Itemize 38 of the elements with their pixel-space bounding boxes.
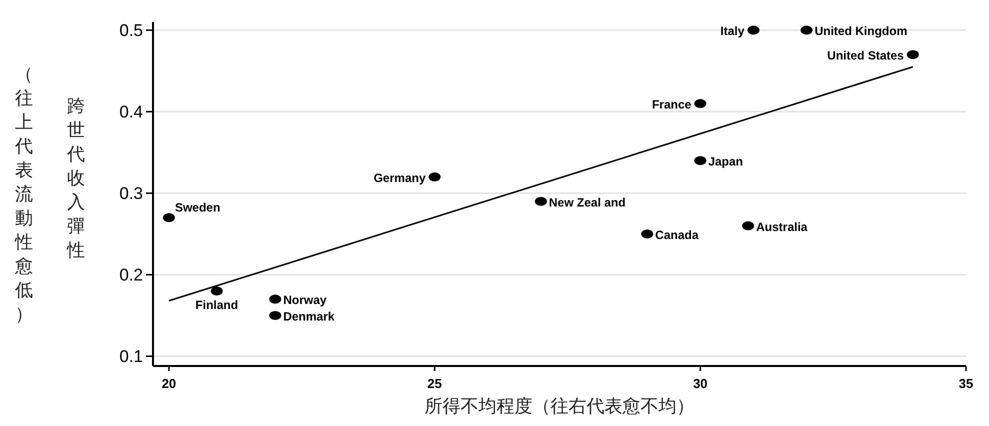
point <box>742 221 754 230</box>
annotation: New Zeal and <box>548 195 626 210</box>
point <box>747 26 760 35</box>
y-tick-label: 0.5 <box>119 21 143 40</box>
x-tick-label: 35 <box>958 376 974 391</box>
annotation: Norway <box>283 293 327 308</box>
point <box>269 294 282 304</box>
y-tick-label: 0.3 <box>119 184 143 204</box>
point <box>694 156 706 166</box>
annotation: （往上代表流動性愈低） <box>15 64 33 324</box>
annotation: United States <box>827 48 904 63</box>
annotation: Canada <box>655 228 699 242</box>
point <box>800 26 813 35</box>
annotation: Finland <box>195 298 238 312</box>
annotation: Sweden <box>174 200 220 215</box>
point <box>641 229 654 238</box>
y-tick-label: 0.1 <box>119 347 143 366</box>
point <box>210 286 223 296</box>
annotation: Italy <box>720 24 745 38</box>
annotation: Germany <box>374 170 426 185</box>
point <box>694 99 706 108</box>
point <box>269 310 282 320</box>
x-tick-label: 30 <box>693 376 708 391</box>
point <box>534 196 547 206</box>
y-tick-label: 0.4 <box>119 102 143 122</box>
x-tick-label: 25 <box>427 376 442 391</box>
annotation: Australia <box>756 220 808 234</box>
point <box>906 50 919 60</box>
x-tick-label: 20 <box>162 376 176 391</box>
point <box>428 172 441 182</box>
y-axis-title: 跨世代收入彈性 <box>67 96 85 260</box>
annotation: United Kingdom <box>814 24 908 38</box>
point <box>162 213 175 222</box>
annotation: France <box>652 98 692 112</box>
x-axis-title: 所得不均程度（往右代表愈不均） <box>424 396 694 416</box>
annotation: Denmark <box>283 309 335 324</box>
y-tick-label: 0.2 <box>119 266 143 285</box>
annotation: Japan <box>708 154 743 169</box>
